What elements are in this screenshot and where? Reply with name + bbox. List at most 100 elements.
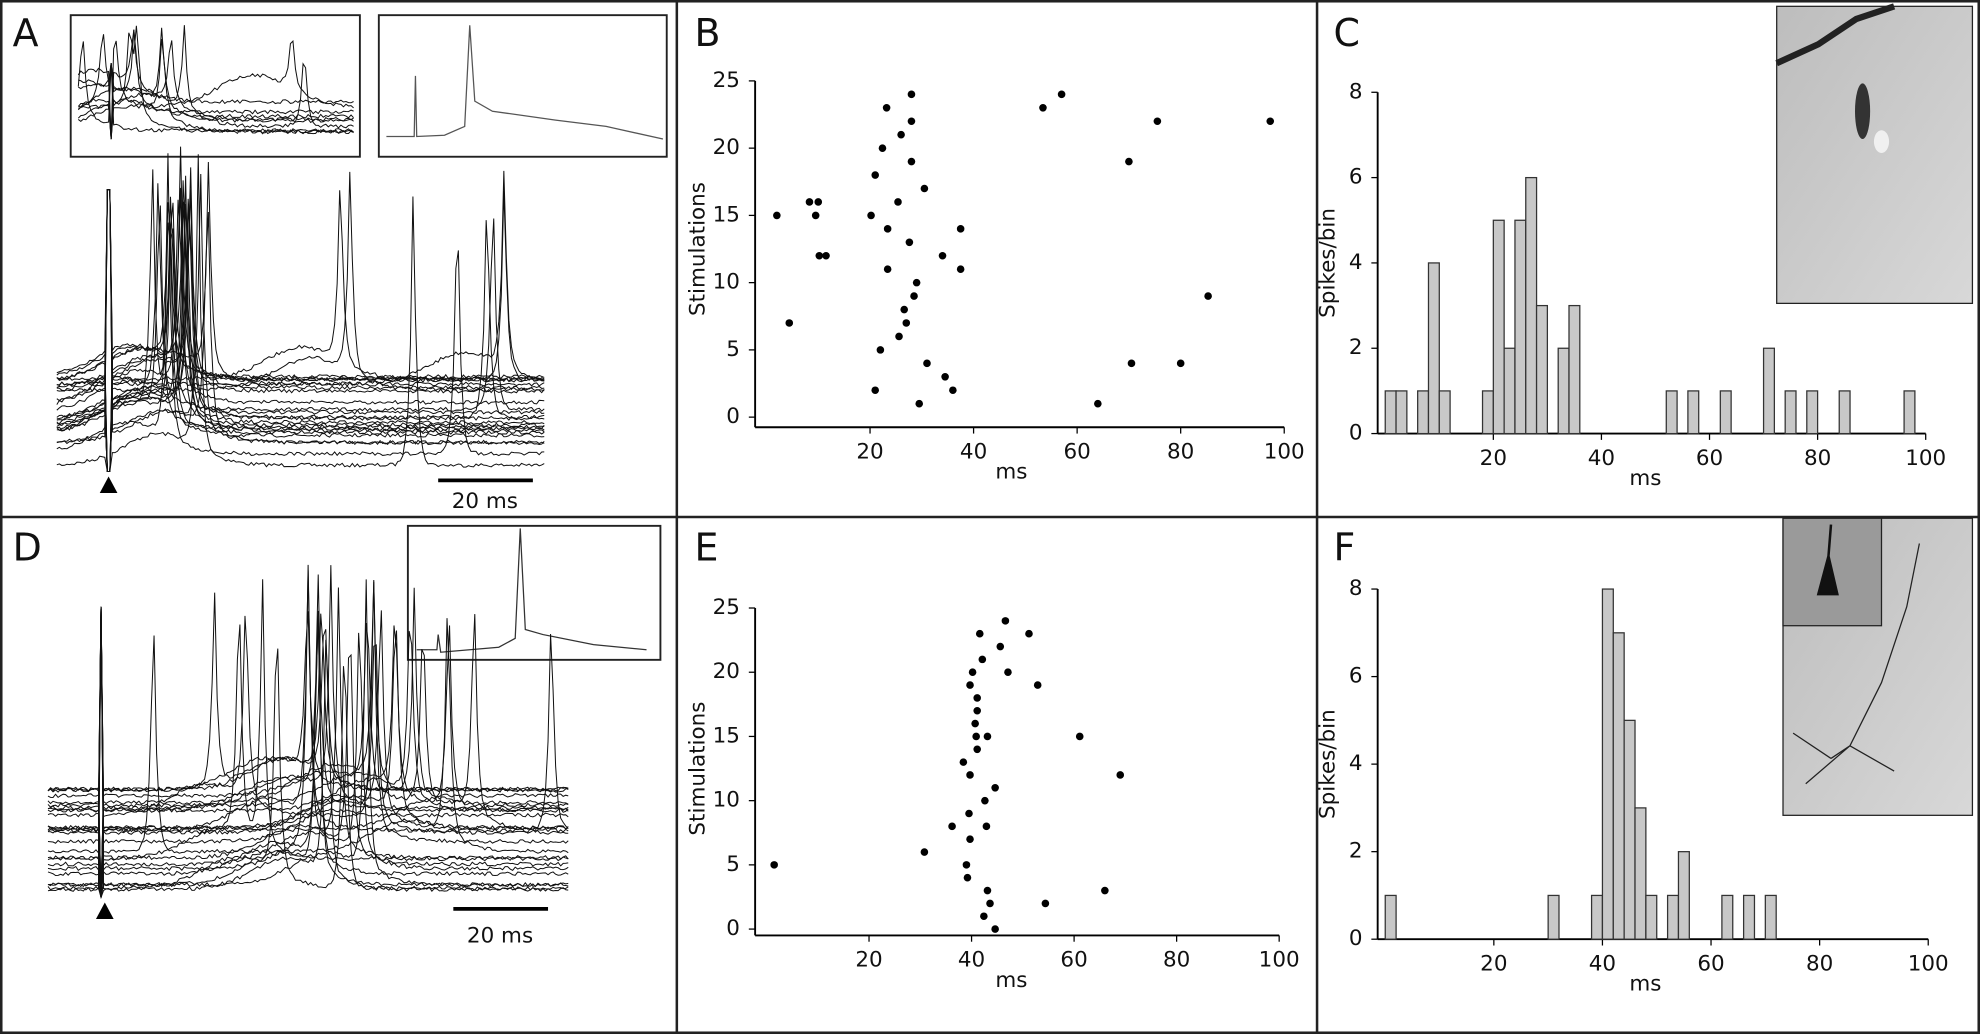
trace bbox=[47, 606, 569, 892]
point bbox=[902, 319, 911, 327]
point bbox=[972, 732, 980, 741]
trace bbox=[56, 189, 545, 446]
trace bbox=[47, 579, 569, 898]
y-axis-label: Spikes/bin bbox=[1315, 208, 1340, 318]
point bbox=[956, 265, 965, 273]
point bbox=[907, 90, 916, 99]
point bbox=[822, 251, 830, 260]
point bbox=[938, 251, 947, 260]
trace bbox=[56, 154, 545, 472]
x-tick-label: 100 bbox=[1908, 951, 1949, 976]
y-tick-label: 10 bbox=[713, 788, 740, 813]
x-tick-label: 20 bbox=[856, 440, 883, 465]
point bbox=[1057, 90, 1066, 99]
bar bbox=[1903, 390, 1916, 435]
y-tick-label: 25 bbox=[713, 68, 740, 93]
point bbox=[975, 629, 984, 638]
point bbox=[991, 925, 999, 933]
x-tick-label: 20 bbox=[855, 948, 882, 973]
panel-label: B bbox=[695, 11, 721, 55]
trace bbox=[56, 171, 545, 472]
bar bbox=[1721, 894, 1734, 940]
point bbox=[966, 771, 974, 779]
trace bbox=[56, 199, 545, 472]
point bbox=[978, 655, 987, 664]
x-tick-label: 80 bbox=[1804, 446, 1831, 471]
x-tick-label: 100 bbox=[1264, 440, 1305, 465]
point bbox=[956, 225, 965, 233]
point bbox=[968, 668, 977, 677]
trace bbox=[78, 27, 354, 124]
trace bbox=[56, 187, 545, 472]
stimulus-marker bbox=[99, 476, 118, 493]
inset-box bbox=[377, 14, 668, 158]
point bbox=[1204, 292, 1212, 300]
y-tick-label: 2 bbox=[1349, 335, 1363, 360]
trace bbox=[47, 639, 569, 900]
point bbox=[1041, 899, 1050, 908]
point bbox=[920, 848, 929, 856]
trace bbox=[47, 606, 569, 855]
point bbox=[1125, 157, 1133, 166]
trace bbox=[56, 189, 545, 380]
bar bbox=[1492, 219, 1505, 435]
point bbox=[923, 359, 931, 368]
point bbox=[973, 706, 981, 715]
trace bbox=[47, 564, 569, 898]
bar bbox=[1568, 304, 1581, 435]
trace bbox=[56, 189, 545, 420]
trace bbox=[47, 610, 569, 898]
x-tick-label: 40 bbox=[1588, 446, 1615, 471]
trace bbox=[47, 606, 569, 808]
y-tick-label: 5 bbox=[726, 852, 740, 877]
bar bbox=[1784, 390, 1797, 435]
inset-box bbox=[406, 524, 662, 661]
trace bbox=[47, 630, 569, 898]
point bbox=[1004, 668, 1012, 677]
trace bbox=[47, 579, 569, 888]
x-tick-label: 80 bbox=[1163, 948, 1190, 973]
point bbox=[986, 899, 994, 908]
bar bbox=[1557, 347, 1570, 435]
point bbox=[883, 225, 892, 233]
panel-label: D bbox=[13, 525, 42, 569]
trace bbox=[56, 189, 545, 382]
y-tick-label: 10 bbox=[713, 270, 740, 295]
x-axis-label: ms bbox=[1629, 466, 1661, 491]
point bbox=[920, 184, 929, 193]
bar bbox=[1384, 894, 1397, 940]
bar bbox=[1645, 894, 1658, 940]
bar bbox=[1719, 390, 1732, 435]
trace bbox=[47, 606, 569, 835]
point bbox=[1127, 359, 1136, 368]
point bbox=[785, 319, 794, 327]
point bbox=[905, 238, 914, 247]
y-axis-label: Spikes/bin bbox=[1315, 709, 1340, 819]
scale-bar-label: 20 ms bbox=[452, 489, 518, 514]
x-tick-label: 100 bbox=[1259, 948, 1300, 973]
point bbox=[971, 719, 979, 728]
trace bbox=[47, 570, 569, 834]
bar bbox=[1666, 894, 1680, 940]
point bbox=[996, 642, 1005, 651]
point bbox=[1033, 681, 1042, 689]
point bbox=[876, 346, 885, 354]
photo-detail bbox=[1873, 130, 1890, 153]
x-tick-label: 20 bbox=[1480, 951, 1507, 976]
trace bbox=[56, 189, 545, 426]
point bbox=[815, 251, 824, 260]
panel-label: C bbox=[1333, 11, 1359, 55]
bar bbox=[1623, 719, 1636, 940]
trace bbox=[47, 619, 569, 898]
trace bbox=[47, 606, 569, 805]
y-tick-label: 4 bbox=[1349, 751, 1363, 776]
trace bbox=[77, 25, 354, 129]
x-tick-label: 80 bbox=[1806, 951, 1833, 976]
point bbox=[981, 796, 989, 805]
trace bbox=[56, 175, 545, 433]
point bbox=[949, 386, 957, 395]
trace bbox=[47, 606, 569, 867]
trace bbox=[56, 170, 545, 387]
y-tick-label: 4 bbox=[1349, 250, 1363, 275]
